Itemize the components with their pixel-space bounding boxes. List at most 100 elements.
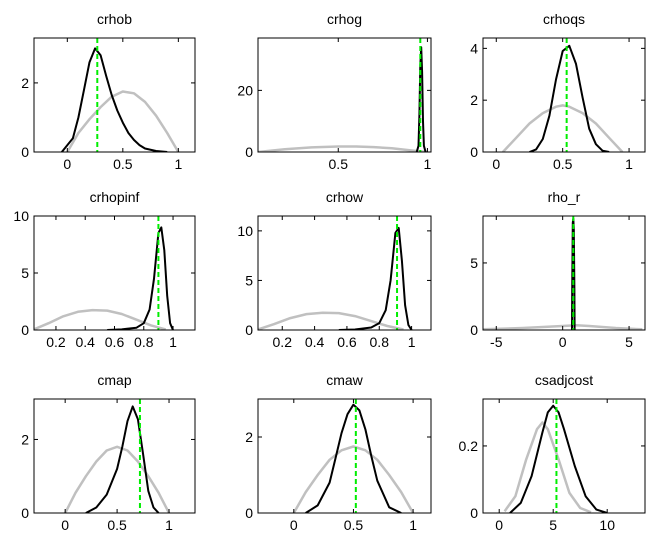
plot-area	[34, 216, 174, 330]
y-tick-label: 2	[21, 431, 29, 447]
x-tick-label: 0	[495, 517, 503, 533]
prior-density-line	[64, 445, 171, 513]
axes-box	[482, 215, 646, 331]
x-tick-label: 0	[492, 156, 500, 172]
prior-density-line	[292, 445, 415, 513]
axes-box	[482, 37, 646, 153]
axes-box	[257, 37, 432, 153]
prior-density-line	[66, 90, 180, 152]
plot-area	[61, 38, 180, 152]
y-tick-label: 5	[21, 265, 29, 281]
panel-title: cmaw	[326, 372, 363, 388]
y-tick-label: 0	[245, 144, 253, 160]
x-tick-label: 1	[174, 156, 182, 172]
posterior-density-line	[61, 47, 168, 152]
x-tick-label: 0.6	[337, 334, 357, 350]
panel-title: crhog	[327, 11, 362, 27]
x-tick-label: 0.2	[273, 334, 293, 350]
y-tick-label: 0.2	[459, 438, 479, 454]
panel-title: csadjcost	[535, 372, 593, 388]
prior-density-line	[501, 104, 624, 152]
axes-frame	[482, 215, 646, 331]
x-tick-label: 1	[625, 156, 633, 172]
axes-frame	[257, 37, 432, 153]
x-tick-label: 0.8	[134, 334, 154, 350]
y-tick-label: 5	[245, 272, 253, 288]
x-tick-label: 5	[549, 517, 557, 533]
axes-frame	[33, 398, 196, 514]
y-tick-label: 2	[21, 75, 29, 91]
prior-density-line	[483, 324, 643, 330]
x-tick-label: 1	[165, 517, 173, 533]
y-tick-label: 20	[237, 82, 253, 98]
y-tick-label: 0	[21, 505, 29, 521]
x-tick-label: 0.5	[107, 517, 127, 533]
x-tick-label: 1	[169, 334, 177, 350]
axes-frame	[257, 398, 432, 514]
panel-title: cmap	[97, 372, 131, 388]
panel-title: crhob	[97, 11, 132, 27]
posterior-density-line	[107, 226, 174, 330]
x-tick-label: 1	[424, 156, 432, 172]
plot-area	[292, 399, 415, 513]
y-tick-label: 0	[470, 505, 478, 521]
plot-area	[483, 216, 643, 330]
axes-frame	[257, 215, 432, 331]
x-tick-label: 0.5	[329, 156, 349, 172]
plot-area	[258, 38, 428, 152]
y-tick-label: 0	[245, 322, 253, 338]
x-tick-label: -5	[490, 334, 503, 350]
y-tick-label: 0	[470, 144, 478, 160]
prior-density-line	[258, 145, 428, 152]
x-tick-label: 10	[599, 517, 615, 533]
x-tick-label: 0	[63, 156, 71, 172]
posterior-density-line	[529, 44, 610, 152]
panel-title: crhoqs	[543, 11, 585, 27]
y-tick-label: 10	[237, 223, 253, 239]
plot-area	[501, 38, 624, 152]
plot-area	[503, 399, 608, 513]
x-tick-label: 0	[290, 517, 298, 533]
axes-frame	[482, 37, 646, 153]
panel-crhog: crhog 0.5 1 0 20	[237, 11, 431, 172]
x-tick-label: 0.4	[305, 334, 325, 350]
panel-cmap: cmap 0 0.5 1 0 2	[21, 372, 196, 533]
x-tick-label: 0.8	[370, 334, 390, 350]
y-tick-label: 0	[21, 144, 29, 160]
axes-box	[482, 398, 646, 514]
x-tick-label: 1	[409, 517, 417, 533]
x-tick-label: 0.6	[105, 334, 125, 350]
posterior-density-line	[305, 403, 402, 513]
x-tick-label: 0.5	[113, 156, 133, 172]
y-tick-label: 0	[21, 322, 29, 338]
axes-frame	[33, 37, 196, 153]
panel-title: crhow	[326, 189, 364, 205]
x-tick-label: 0.5	[553, 156, 573, 172]
plot-area	[258, 216, 413, 330]
y-tick-label: 4	[470, 40, 478, 56]
panel-cmaw: cmaw 0 0.5 1 0 2	[245, 372, 432, 533]
axes-box	[33, 398, 196, 514]
x-tick-label: 0.4	[75, 334, 95, 350]
x-tick-label: 0.5	[344, 517, 364, 533]
y-tick-label: 5	[470, 255, 478, 271]
y-tick-label: 2	[245, 429, 253, 445]
y-tick-label: 0	[470, 322, 478, 338]
y-tick-label: 0	[245, 505, 253, 521]
panel-crhoqs: crhoqs 0 0.5 1 0 2 4	[470, 11, 646, 172]
x-tick-label: 0	[559, 334, 567, 350]
y-tick-label: 2	[470, 92, 478, 108]
panel-title: crhopinf	[90, 189, 140, 205]
y-tick-label: 10	[13, 208, 29, 224]
posterior-density-line	[85, 405, 160, 513]
x-tick-label: 5	[625, 334, 633, 350]
axes-frame	[482, 398, 646, 514]
panel-rho-r: rho_r -5 0 5 0 5	[470, 189, 646, 350]
x-tick-label: 1	[408, 334, 416, 350]
axes-box	[257, 398, 432, 514]
x-tick-label: 0	[61, 517, 69, 533]
panel-title: rho_r	[548, 189, 581, 205]
panel-crhob: crhob 0 0.5 1 0 2	[21, 11, 196, 172]
